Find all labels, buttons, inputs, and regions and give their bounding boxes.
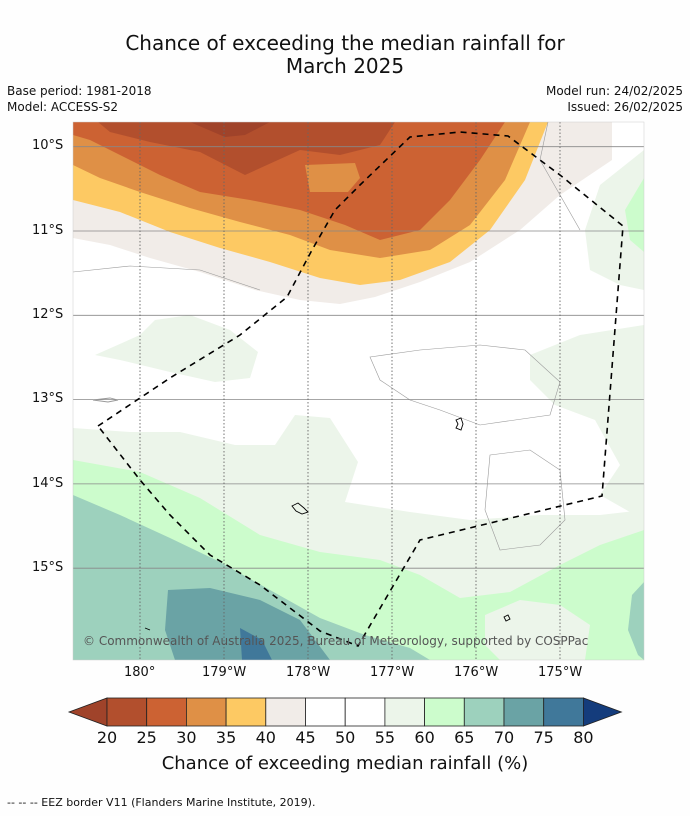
lon-label-175w: 175°W	[538, 665, 583, 680]
chart-title-line2: March 2025	[285, 54, 405, 78]
islands	[92, 397, 511, 631]
colorbar-swatch	[344, 697, 386, 727]
contour-55-60-mid	[530, 325, 644, 520]
contour-25-30-inner	[305, 163, 360, 192]
colorbar-tick-label: 70	[493, 728, 515, 747]
island-c	[503, 614, 511, 622]
colorbar-swatch	[463, 697, 505, 727]
contour-lines	[73, 122, 581, 551]
colorbar-swatch	[225, 697, 267, 727]
colorbar-swatch	[424, 697, 465, 727]
contour-60-65-east	[625, 178, 644, 252]
lon-label-177w: 177°W	[370, 665, 415, 680]
lon-label-179w: 179°W	[202, 665, 247, 680]
colorbar-swatch	[543, 697, 584, 727]
colorbar-tick-label: 35	[215, 728, 237, 747]
colorbar-swatch	[384, 697, 425, 727]
colorbar-swatch	[106, 697, 148, 727]
island-e	[144, 627, 151, 631]
contour-20-25	[98, 122, 395, 175]
colorbar-title: Chance of exceeding median rainfall (%)	[161, 753, 529, 774]
lon-label-180: 180°	[124, 665, 156, 680]
base-period-label: Base period: 1981-2018	[7, 84, 152, 98]
contour-55-60-southpatch	[485, 600, 590, 660]
colorbar-tick-label: 40	[255, 728, 276, 747]
contour-below-20	[190, 122, 270, 137]
contour-75-80-south	[240, 628, 272, 660]
copyright-text: © Commonwealth of Australia 2025, Bureau…	[83, 634, 588, 648]
colorbar-swatch	[305, 697, 346, 727]
eez-legend: -- -- -- EEZ border V11 (Flanders Marine…	[7, 796, 316, 809]
map-frame	[72, 121, 645, 661]
lat-label-13s: 13°S	[32, 391, 64, 406]
colorbar-tick-label: 30	[176, 728, 197, 747]
lat-label-12s: 12°S	[32, 307, 64, 322]
island-b	[291, 502, 309, 515]
colorbar-tick-label: 45	[295, 728, 316, 747]
colorbar-tick-label: 75	[533, 728, 554, 747]
colorbar-tick-label: 65	[454, 728, 475, 747]
lat-label-15s: 15°S	[32, 560, 64, 575]
contour-55-60-east	[585, 150, 644, 290]
model-run-label: Model run: 24/02/2025	[545, 84, 683, 98]
colorbar-extension-high	[583, 697, 623, 727]
contour-25-30	[73, 122, 505, 240]
colorbar-swatch	[146, 697, 187, 727]
lon-label-178w: 178°W	[286, 665, 331, 680]
colorbar-tick-label: 80	[573, 728, 594, 747]
longitude-gridlines	[139, 122, 561, 660]
colorbar-tick-label: 55	[374, 728, 396, 747]
model-label: Model: ACCESS-S2	[7, 100, 119, 114]
lat-label-14s: 14°S	[32, 476, 64, 491]
lat-label-10s: 10°S	[32, 138, 64, 153]
colorbar-tick-label: 50	[335, 728, 356, 747]
issued-label: Issued: 26/02/2025	[567, 100, 683, 114]
island-a	[455, 417, 464, 431]
colorbar-swatch	[265, 697, 306, 727]
contour-65-70-south	[73, 495, 430, 660]
contour-70-75-south	[165, 588, 330, 660]
contour-55-60-west	[95, 315, 258, 382]
contour-65-70-se	[628, 582, 644, 660]
colorbar-swatch	[503, 697, 545, 727]
chart-title-line1: Chance of exceeding the median rainfall …	[125, 31, 565, 55]
colorbar-tick-label: 25	[136, 728, 157, 747]
colorbar-extension-low	[67, 697, 108, 727]
colorbar-tick-label: 20	[96, 728, 118, 747]
colorbar-swatch	[185, 697, 227, 727]
map-fill-layer: © Commonwealth of Australia 2025, Bureau…	[73, 122, 644, 660]
lon-label-176w: 176°W	[454, 665, 499, 680]
island-d	[92, 397, 119, 403]
colorbar-tick-label: 60	[414, 728, 435, 747]
eez-border	[96, 131, 624, 647]
latitude-gridlines	[73, 146, 644, 569]
lat-label-11s: 11°S	[32, 223, 64, 238]
